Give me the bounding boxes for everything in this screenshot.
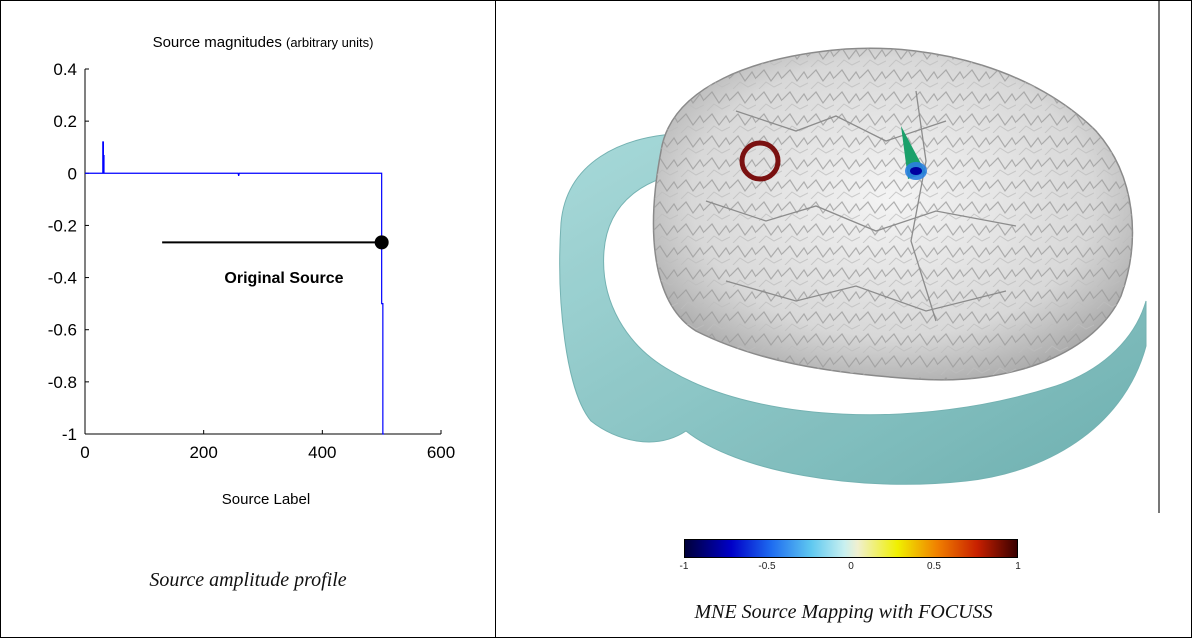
x-axis-label: Source Label [222, 491, 310, 508]
right-caption: MNE Source Mapping with FOCUSS [694, 601, 993, 623]
y-tick-label: -0.2 [48, 216, 77, 235]
x-tick-label: 600 [427, 443, 455, 462]
original-source-point [374, 235, 389, 250]
divider-line [1158, 1, 1160, 513]
series-line [85, 141, 385, 435]
y-tick-label: 0.4 [53, 60, 77, 79]
colorbar-tick: 0 [848, 561, 854, 572]
chart-title: Source magnitudes (arbitrary units) [153, 34, 374, 51]
y-tick-label: -0.6 [48, 321, 77, 340]
colorbar-gradient [684, 539, 1018, 558]
colorbar-tick: -1 [679, 561, 689, 572]
left-caption: Source amplitude profile [149, 569, 347, 591]
y-tick-label: 0 [68, 164, 77, 183]
scalp-shell [559, 132, 1147, 485]
source-magnitude-chart: 0.40.20-0.2-0.4-0.6-0.8-10 200 400 600Sourc… [48, 34, 455, 508]
x-tick-label: 400 [308, 443, 336, 462]
y-tick-label: -1 [62, 425, 77, 444]
original-source-marker [739, 140, 781, 182]
left-panel: 0.4 0.2 0 -0.2 -0.4 -0.6 -0.8 -1 0 200 400 600 Sourc… [0, 0, 496, 638]
x-tick-label: 0 [80, 443, 89, 462]
x-tick-label: 200 [189, 443, 217, 462]
colorbar-tick: 0.5 [927, 561, 941, 572]
y-tick-label: -0.8 [48, 373, 77, 392]
y-tick-label: -0.4 [48, 269, 77, 288]
brain-render [559, 47, 1147, 485]
colorbar: -1 -0.5 0 0.5 1 [680, 539, 1021, 579]
colorbar-tick: 1 [1015, 561, 1021, 572]
annotation-label: Original Source [224, 270, 343, 287]
colorbar-tick: -0.5 [758, 561, 776, 572]
y-tick-label: 0.2 [53, 112, 77, 131]
right-panel: -1 -0.5 0 0.5 1 MNE Source Mapping with … [495, 0, 1192, 638]
